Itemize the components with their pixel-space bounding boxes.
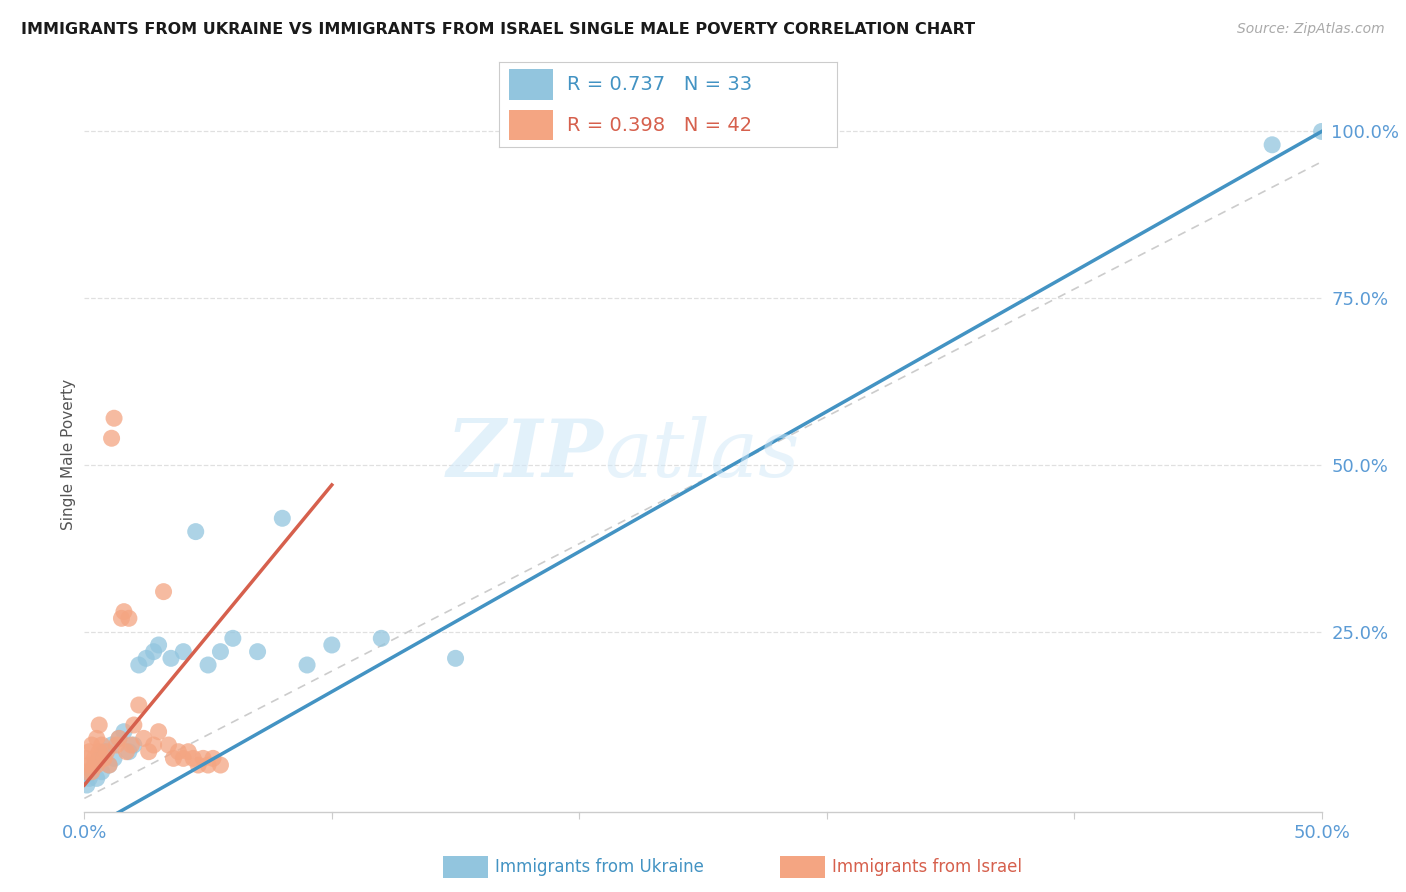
Point [160, 651, 183, 665]
Point [93, 745, 115, 759]
Point [76, 751, 98, 765]
Point [128, 698, 150, 712]
Point [1261, 137, 1284, 152]
Point [172, 645, 194, 659]
Point [76, 778, 98, 792]
Bar [509, 70, 553, 100]
Point [172, 751, 194, 765]
Point [222, 632, 245, 646]
Point [142, 645, 165, 659]
Point [79, 758, 101, 772]
Bar [509, 110, 553, 140]
Point [79, 745, 101, 759]
Point [118, 611, 141, 625]
Point [191, 751, 214, 765]
Point [132, 731, 155, 746]
Point [80, 764, 103, 779]
Point [108, 731, 131, 746]
Text: ZIP: ZIP [447, 417, 605, 493]
Point [181, 751, 204, 765]
Point [89, 751, 111, 765]
Point [122, 738, 145, 752]
Point [209, 758, 232, 772]
Point [80, 764, 103, 779]
Point [177, 745, 200, 759]
Point [90, 764, 112, 779]
Y-axis label: Single Male Poverty: Single Male Poverty [60, 379, 76, 531]
Text: R = 0.398   N = 42: R = 0.398 N = 42 [567, 116, 752, 135]
Text: R = 0.737   N = 33: R = 0.737 N = 33 [567, 75, 752, 94]
Point [86, 758, 108, 772]
Point [100, 738, 122, 752]
Point [118, 745, 141, 759]
Point [148, 724, 170, 739]
Point [209, 645, 232, 659]
Point [120, 738, 142, 752]
Point [98, 758, 121, 772]
Point [96, 745, 118, 759]
Point [83, 751, 105, 765]
Point [271, 511, 294, 525]
Point [112, 605, 135, 619]
Text: atlas: atlas [605, 417, 800, 493]
Text: IMMIGRANTS FROM UKRAINE VS IMMIGRANTS FROM ISRAEL SINGLE MALE POVERTY CORRELATIO: IMMIGRANTS FROM UKRAINE VS IMMIGRANTS FR… [21, 22, 976, 37]
Point [93, 751, 115, 765]
Point [197, 758, 219, 772]
Point [115, 745, 138, 759]
Text: Immigrants from Israel: Immigrants from Israel [832, 858, 1022, 876]
Point [135, 651, 157, 665]
Point [122, 718, 145, 732]
Point [202, 751, 225, 765]
Point [142, 738, 165, 752]
Point [100, 431, 122, 445]
Point [79, 772, 101, 786]
Point [128, 658, 150, 673]
Point [112, 724, 135, 739]
Point [152, 584, 174, 599]
Point [98, 758, 121, 772]
Point [80, 738, 103, 752]
Point [108, 731, 131, 746]
Point [89, 745, 111, 759]
Text: Immigrants from Ukraine: Immigrants from Ukraine [495, 858, 704, 876]
Point [187, 758, 209, 772]
Point [76, 764, 98, 779]
Point [90, 738, 112, 752]
Point [246, 645, 269, 659]
Point [444, 651, 467, 665]
Point [105, 738, 128, 752]
Point [197, 658, 219, 673]
Point [167, 745, 190, 759]
Point [184, 524, 207, 539]
Point [89, 718, 111, 732]
Point [110, 611, 132, 625]
Point [295, 658, 318, 673]
Point [321, 638, 343, 652]
Point [370, 632, 392, 646]
Point [103, 411, 125, 425]
Point [103, 751, 125, 765]
Point [86, 772, 108, 786]
Text: Source: ZipAtlas.com: Source: ZipAtlas.com [1237, 22, 1385, 37]
Point [138, 745, 160, 759]
Point [148, 638, 170, 652]
Point [86, 731, 108, 746]
Point [83, 758, 105, 772]
Point [157, 738, 180, 752]
Point [1310, 124, 1333, 138]
Point [162, 751, 184, 765]
